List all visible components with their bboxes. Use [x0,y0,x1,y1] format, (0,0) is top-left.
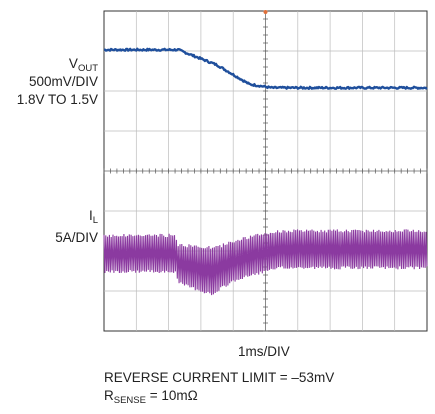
plot-traces [103,47,428,296]
il-name: I [88,208,93,223]
vout-range-label: 1.8V TO 1.5V [16,92,98,107]
plot-grid [103,10,428,332]
il-channel-label: IL [88,208,98,226]
il-name-subscript: L [92,215,98,226]
rsense-prefix: R [104,388,114,403]
rsense-subscript: SENSE [113,395,146,406]
rsense-note: RSENSE = 10mΩ [104,388,198,406]
il-trace [103,229,428,296]
vout-scale-label: 500mV/DIV [28,74,98,89]
trigger-marker [263,10,268,14]
vout-trace [103,47,428,90]
vout-name: V [68,56,78,71]
vout-channel-label: VOUT [68,56,98,74]
rsense-value: = 10mΩ [145,388,198,403]
x-axis-label: 1ms/DIV [238,344,290,359]
vout-name-subscript: OUT [77,63,98,74]
il-scale-label: 5A/DIV [55,230,98,245]
reverse-current-limit-note: REVERSE CURRENT LIMIT = –53mV [104,370,335,385]
